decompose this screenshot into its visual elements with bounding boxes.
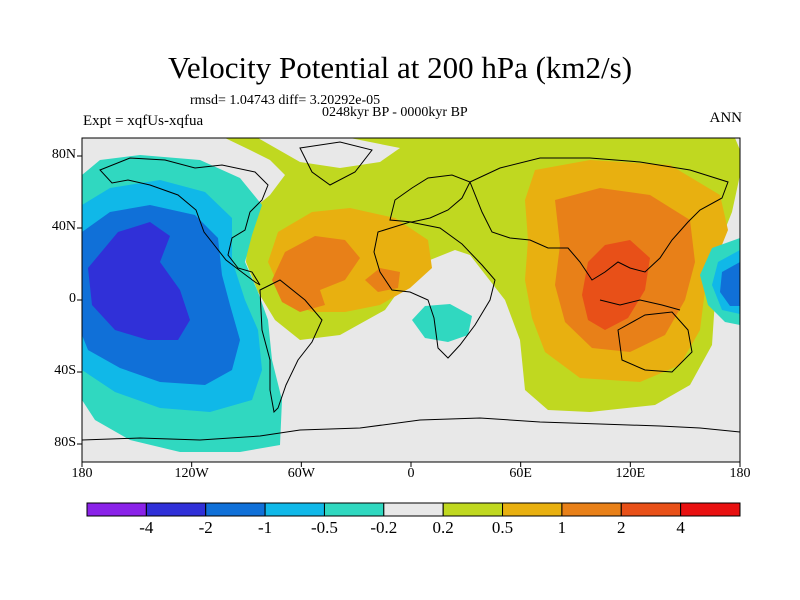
coastlines	[82, 141, 740, 441]
contour-region-pos-1-west-b	[365, 268, 400, 292]
lat-tick-label: 80S	[54, 435, 76, 450]
lat-tick-label: 40N	[51, 219, 76, 234]
coastline-greenland	[299, 141, 373, 186]
contour-region-atlantic-neg	[412, 304, 472, 342]
map-tickmarks	[77, 155, 741, 467]
colorbar-label: 4	[676, 518, 685, 537]
lon-tick-label: 120E	[615, 466, 646, 481]
contour-region-pos-1-west	[272, 236, 360, 312]
colorbar-swatch	[561, 502, 622, 517]
lon-tick-label: 60W	[287, 466, 315, 481]
coastline-north-america	[99, 157, 269, 286]
colorbar-swatch	[442, 502, 504, 517]
contour-field	[82, 138, 740, 462]
coastline-indonesia	[599, 299, 681, 311]
lon-tick-label: 60E	[509, 466, 532, 481]
colorbar-swatch	[205, 502, 266, 517]
colorbar-label: -1	[257, 518, 273, 537]
lat-tick-label: 40S	[54, 363, 76, 378]
lat-tick-label: 0	[69, 291, 76, 306]
season-label: ANN	[709, 110, 743, 126]
coastline-australia	[617, 311, 693, 373]
colorbar-swatch	[145, 502, 207, 517]
lon-tick-label: 180	[71, 466, 93, 481]
lat-tick-label: 80N	[51, 147, 76, 162]
lon-tick-label: 180	[729, 466, 751, 481]
colorbar-label: -2	[198, 518, 213, 537]
colorbar-swatch	[502, 502, 563, 517]
lon-tick-label: 120W	[174, 466, 209, 481]
map-title: Velocity Potential at 200 hPa (km2/s)	[167, 50, 633, 85]
period-label: 0248kyr BP - 0000kyr BP	[322, 105, 468, 120]
lon-tick-label: 0	[407, 466, 415, 481]
colorbar	[86, 502, 741, 517]
colorbar-label: -0.5	[310, 518, 338, 537]
colorbar-label: 1	[557, 518, 567, 537]
coastline-antarctica	[82, 417, 740, 441]
colorbar-label: -0.2	[370, 518, 398, 537]
contour-region-pos-2	[582, 240, 650, 330]
contour-region-east-neg-1	[720, 262, 740, 306]
colorbar-label: 2	[617, 518, 626, 537]
colorbar-swatch	[383, 502, 444, 517]
colorbar-label: -4	[139, 518, 154, 537]
colorbar-swatch	[323, 502, 385, 517]
coastline-asia	[469, 157, 729, 281]
rmsd-diff-stats: rmsd= 1.04743 diff= 3.20292e-05	[190, 93, 381, 108]
contour-region-neg-2	[88, 222, 190, 340]
colorbar-swatch	[86, 502, 147, 517]
coastline-south-america	[259, 279, 323, 414]
colorbar-swatch	[680, 502, 741, 517]
colorbar-label: 0.5	[491, 518, 514, 537]
experiment-label: Expt = xqfUs-xqfua	[83, 113, 204, 129]
colorbar-swatch	[264, 502, 325, 517]
coastline-africa	[373, 221, 496, 359]
colorbar-label: 0.2	[432, 518, 454, 537]
colorbar-swatch	[620, 502, 682, 517]
